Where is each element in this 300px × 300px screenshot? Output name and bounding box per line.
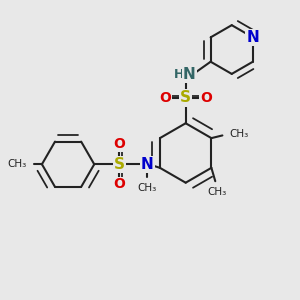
Text: CH₃: CH₃ — [229, 129, 248, 139]
Text: O: O — [113, 137, 125, 151]
Text: N: N — [141, 157, 154, 172]
Text: H: H — [174, 68, 184, 81]
Text: CH₃: CH₃ — [207, 187, 226, 197]
Text: CH₃: CH₃ — [138, 183, 157, 193]
Text: O: O — [113, 178, 125, 191]
Text: N: N — [247, 30, 259, 45]
Text: S: S — [180, 91, 191, 106]
Text: N: N — [183, 67, 196, 82]
Text: O: O — [160, 91, 171, 105]
Text: O: O — [200, 91, 212, 105]
Text: CH₃: CH₃ — [8, 159, 27, 169]
Text: S: S — [114, 157, 125, 172]
